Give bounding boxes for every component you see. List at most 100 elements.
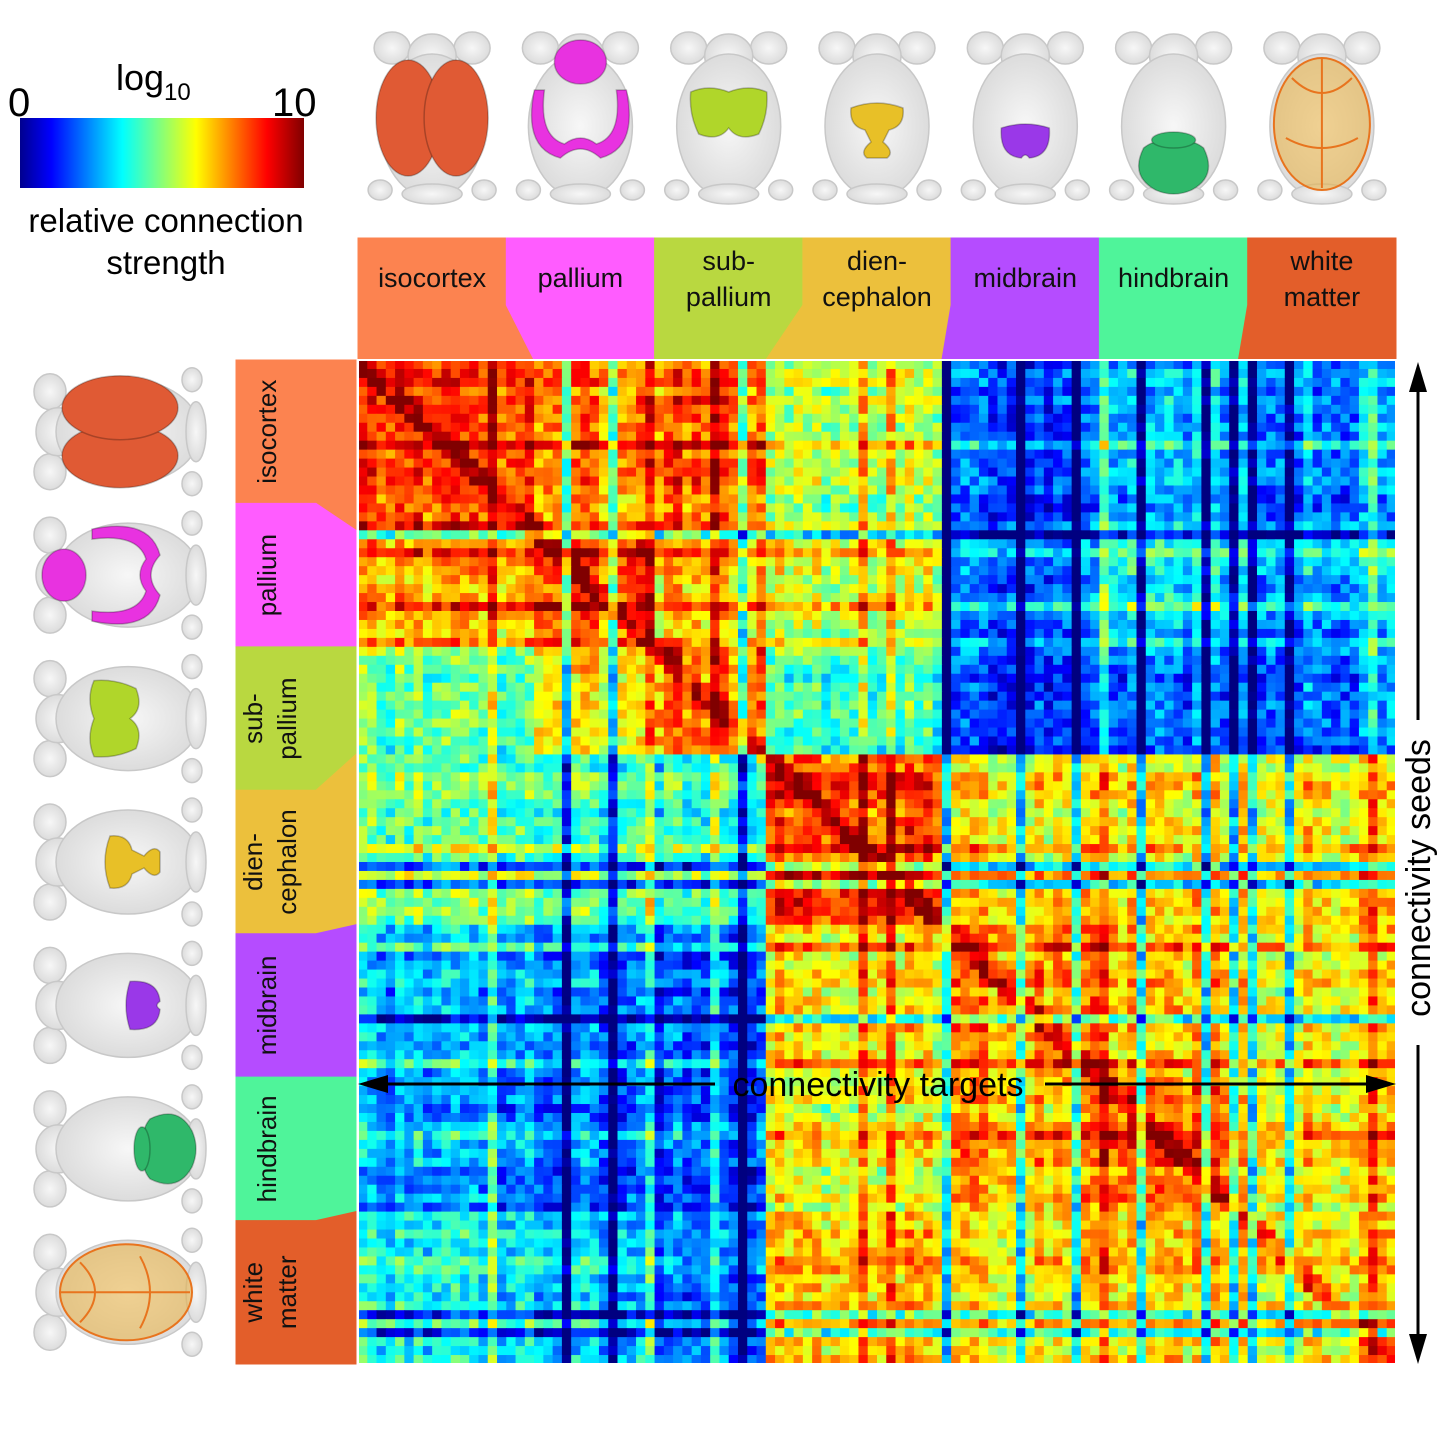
heatmap-cell [1294, 422, 1304, 433]
heatmap-cell [561, 485, 572, 496]
heatmap-cell [1210, 440, 1221, 451]
heatmap-cell [849, 395, 860, 406]
heatmap-cell [1266, 476, 1277, 487]
heatmap-cell [580, 539, 591, 549]
heatmap-cell [765, 476, 776, 487]
heatmap-cell [1136, 494, 1147, 505]
heatmap-cell [626, 431, 637, 442]
heatmap-cell [1229, 530, 1240, 540]
heatmap-cell [1025, 718, 1036, 729]
heatmap-cell [812, 494, 822, 505]
heatmap-cell [561, 602, 572, 612]
heatmap-cell [728, 727, 739, 738]
heatmap-cell [867, 584, 878, 594]
heatmap-cell [1145, 611, 1156, 621]
heatmap-cell [886, 440, 897, 451]
heatmap-cell [608, 718, 619, 729]
heatmap-cell [487, 503, 498, 513]
heatmap-cell [784, 655, 795, 666]
heatmap-cell [450, 727, 461, 738]
heatmap-cell [960, 368, 971, 379]
heatmap-cell [1136, 557, 1147, 567]
heatmap-cell [877, 503, 887, 513]
heatmap-cell [432, 476, 443, 487]
heatmap-cell [960, 619, 971, 630]
heatmap-cell [1368, 449, 1379, 460]
heatmap-cell [1386, 611, 1397, 621]
top-label-text-diencephalon: cephalon [822, 282, 932, 312]
heatmap-cell [422, 745, 433, 756]
heatmap-cell [450, 449, 461, 460]
heatmap-cell [459, 664, 470, 675]
heatmap-cell [1256, 431, 1267, 442]
heatmap-cell [1368, 628, 1379, 639]
heatmap-cell [821, 512, 832, 522]
heatmap-cell [858, 360, 869, 370]
heatmap-cell [1173, 368, 1184, 379]
heatmap-cell [821, 628, 832, 639]
heatmap-cell [1016, 530, 1026, 540]
heatmap-cell [1071, 360, 1082, 370]
heatmap-cell [1229, 368, 1240, 379]
heatmap-cell [867, 646, 878, 657]
heatmap-cell [422, 422, 433, 433]
heatmap-cell [1229, 476, 1240, 487]
heatmap-cell [506, 655, 517, 666]
heatmap-cell [775, 593, 785, 603]
heatmap-cell [552, 422, 563, 433]
heatmap-cell [1368, 503, 1379, 513]
heatmap-cell [1219, 476, 1230, 487]
heatmap-cell [1145, 602, 1156, 612]
heatmap-cell [1331, 736, 1341, 747]
heatmap-cell [663, 395, 674, 406]
heatmap-cell [1247, 745, 1258, 756]
heatmap-cell [830, 619, 841, 630]
heatmap-cell [432, 485, 443, 496]
heatmap-cell [719, 691, 730, 702]
heatmap-cell [914, 440, 924, 451]
heatmap-cell [1358, 655, 1369, 666]
heatmap-cell [1256, 619, 1267, 630]
heatmap-cell [1349, 404, 1360, 415]
heatmap-cell [469, 628, 480, 639]
heatmap-cell [821, 440, 832, 451]
heatmap-cell [978, 736, 989, 747]
heatmap-cell [1053, 377, 1063, 388]
heatmap-cell [1386, 512, 1397, 522]
heatmap-cell [1266, 566, 1277, 576]
heatmap-cell [1006, 709, 1017, 720]
heatmap-cell [1210, 368, 1221, 379]
heatmap-cell [978, 449, 989, 460]
heatmap-cell [784, 521, 795, 531]
heatmap-cell [719, 673, 730, 684]
heatmap-cell [524, 637, 535, 648]
heatmap-cell [1164, 413, 1175, 424]
heatmap-cell [1201, 404, 1212, 415]
heatmap-cell [376, 422, 387, 433]
heatmap-cell [728, 646, 739, 657]
heatmap-cell [1145, 386, 1156, 397]
heatmap-cell [1034, 386, 1045, 397]
heatmap-cell [904, 440, 915, 451]
heatmap-cell [821, 655, 832, 666]
heatmap-cell [1238, 575, 1249, 585]
heatmap-cell [830, 628, 841, 639]
heatmap-cell [543, 377, 554, 388]
heatmap-cell [1275, 727, 1286, 738]
heatmap-cell [700, 467, 711, 478]
heatmap-cell [867, 530, 878, 540]
heatmap-cell [941, 467, 952, 478]
heatmap-cell [1136, 727, 1147, 738]
heatmap-cell [784, 503, 795, 513]
heatmap-cell [941, 646, 952, 657]
heatmap-cell [385, 557, 396, 567]
heatmap-cell [561, 584, 572, 594]
heatmap-cell [497, 422, 507, 433]
heatmap-cell [645, 646, 656, 657]
heatmap-cell [358, 386, 368, 397]
heatmap-cell [469, 619, 480, 630]
heatmap-cell [737, 611, 748, 621]
heatmap-cell [1294, 611, 1304, 621]
heatmap-cell [923, 360, 934, 370]
heatmap-cell [1090, 584, 1101, 594]
